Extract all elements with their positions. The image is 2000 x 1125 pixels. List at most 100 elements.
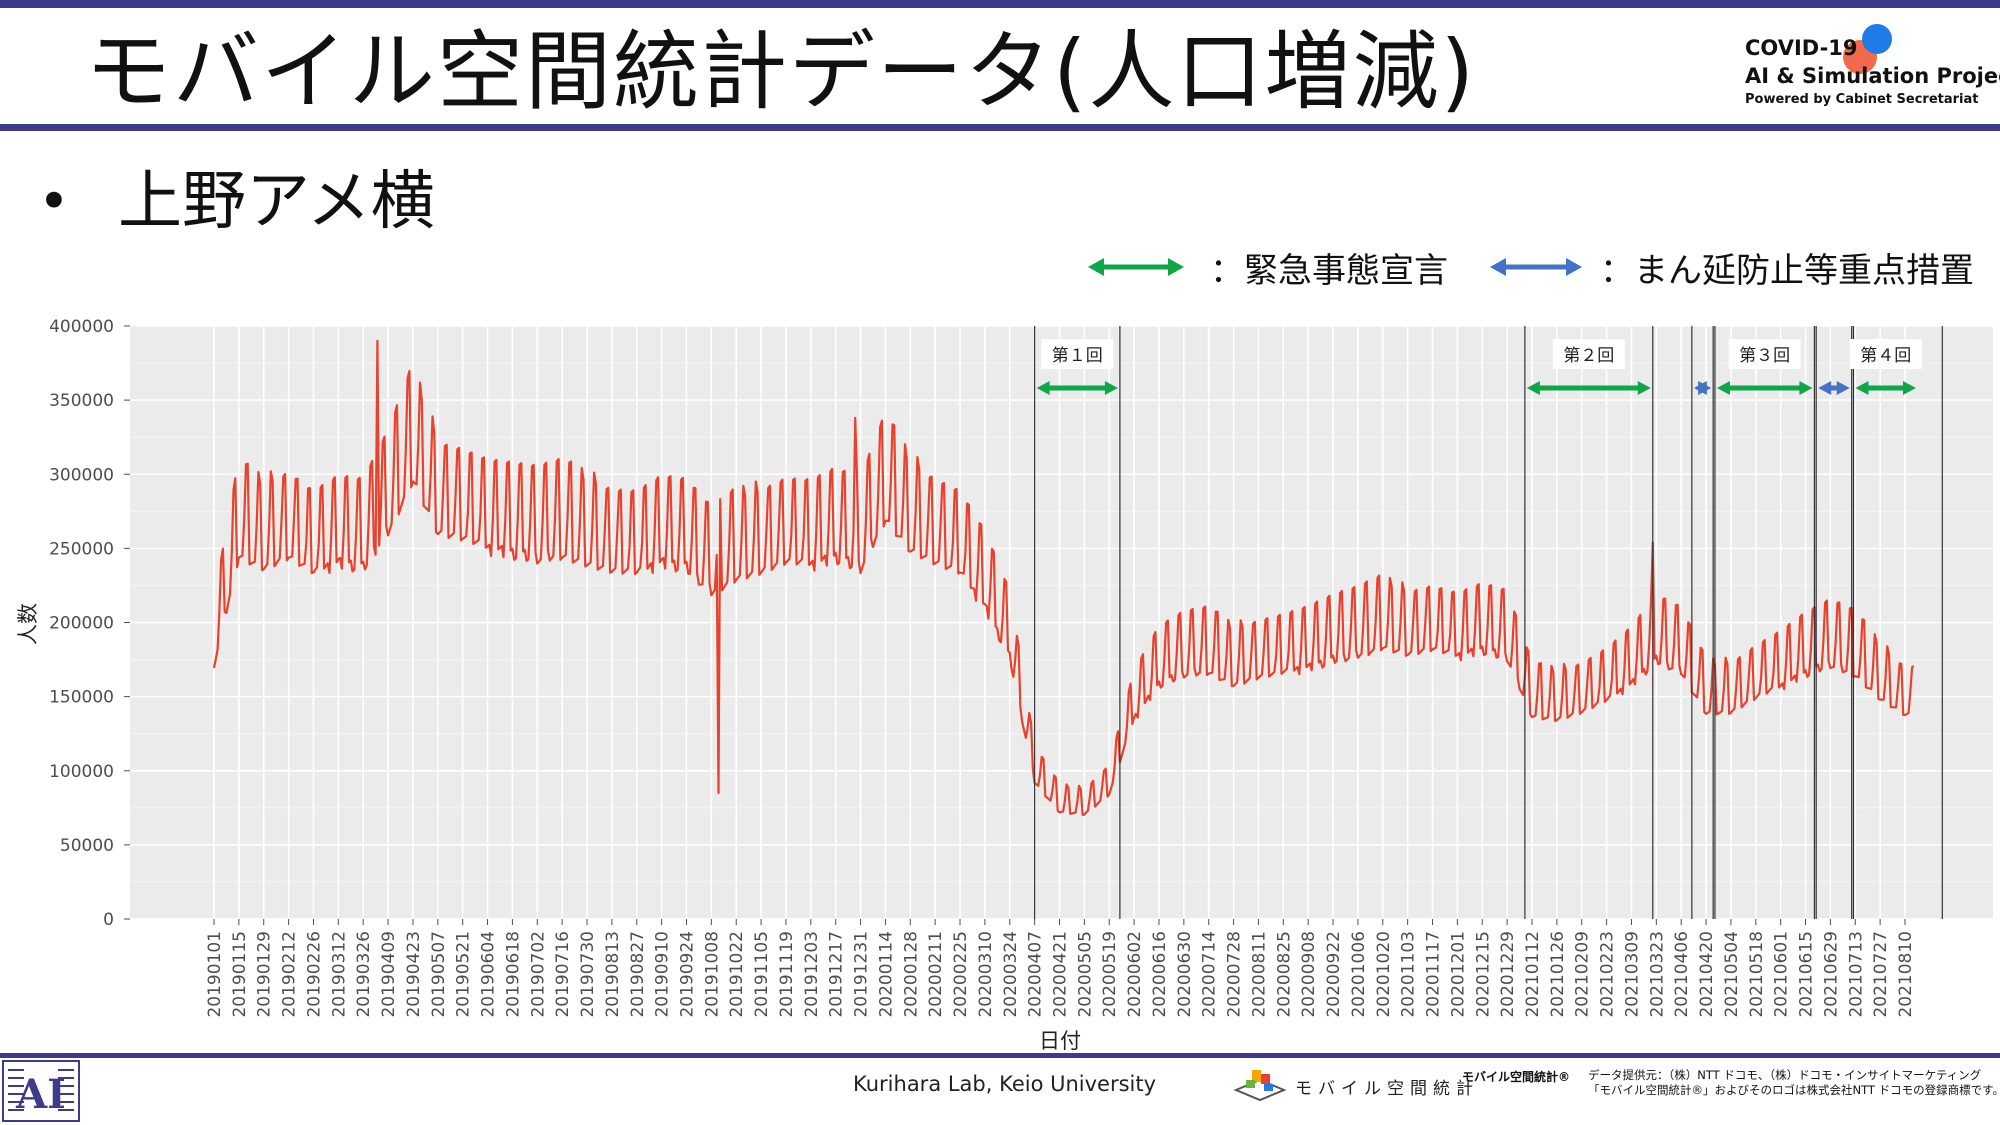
x-tick-label: 20210615 — [1797, 931, 1817, 1018]
period-label: 第２回 — [1563, 346, 1614, 366]
x-tick-label: 20200211 — [926, 931, 946, 1018]
period-arrow-head-left — [1716, 381, 1730, 395]
x-tick-label: 20210504 — [1722, 931, 1742, 1018]
x-tick-label: 20190827 — [628, 931, 648, 1018]
x-tick-label: 20210323 — [1647, 931, 1667, 1018]
mobile-spatial-logo-icon — [1233, 1070, 1287, 1102]
period-arrow-head-right — [1104, 381, 1118, 395]
y-axis-title: 人数 — [16, 603, 40, 645]
x-tick-label: 20200310 — [976, 931, 996, 1018]
lab-logo-icon: AI — [2, 1060, 80, 1122]
period-label-box — [1849, 339, 1922, 369]
y-tick-label: 300000 — [49, 465, 114, 485]
x-tick-label: 20201006 — [1349, 931, 1369, 1018]
y-tick-label: 50000 — [60, 836, 114, 856]
x-tick-label: 20190129 — [255, 931, 275, 1018]
x-tick-label: 20201020 — [1374, 931, 1394, 1018]
x-tick-label: 20200602 — [1125, 931, 1145, 1018]
x-tick-label: 20201117 — [1424, 931, 1444, 1018]
location-subtitle: 上野アメ横 — [118, 165, 435, 239]
population-series-line — [212, 339, 1915, 816]
x-tick-label: 20210209 — [1573, 931, 1593, 1018]
footer-logo-text: モバイル空間統計 — [1295, 1079, 1479, 1099]
x-tick-label: 20200324 — [1001, 931, 1021, 1018]
x-tick-label: 20190716 — [553, 931, 573, 1018]
y-tick-label: 250000 — [49, 539, 114, 559]
x-tick-label: 20190604 — [479, 931, 499, 1018]
x-tick-label: 20200519 — [1100, 931, 1120, 1018]
x-tick-label: 20210629 — [1821, 931, 1841, 1018]
x-tick-label: 20210810 — [1896, 931, 1916, 1018]
period-arrow-head-left — [1855, 381, 1869, 395]
x-tick-label: 20190312 — [329, 931, 349, 1018]
x-tick-label: 20200505 — [1075, 931, 1095, 1018]
x-tick-label: 20191231 — [852, 931, 872, 1018]
x-tick-label: 20210420 — [1697, 931, 1717, 1018]
legend-emergency-label: ：緊急事態宣言 — [1210, 250, 1448, 291]
x-axis-title: 日付 — [1039, 1029, 1081, 1053]
x-tick-label: 20200114 — [876, 931, 896, 1018]
top-rule — [0, 0, 2000, 8]
x-tick-label: 20201201 — [1448, 931, 1468, 1018]
x-tick-label: 20210727 — [1871, 931, 1891, 1018]
legend-emergency: ：緊急事態宣言 — [1088, 243, 1448, 291]
x-tick-label: 20190326 — [354, 931, 374, 1018]
legend-priority: ：まん延防止等重点措置 — [1490, 243, 1974, 291]
period-label: 第３回 — [1739, 346, 1790, 366]
period-label-box — [1728, 339, 1801, 369]
brand-line-1: COVID-19 — [1745, 36, 1858, 60]
footer-credit-line-1: データ提供元：（株）NTT ドコモ、（株）ドコモ・インサイトマーケティング — [1588, 1068, 1982, 1082]
footer-trademark: モバイル空間統計® — [1462, 1070, 1571, 1084]
green-double-arrow-icon — [1088, 258, 1184, 276]
x-tick-label: 20210223 — [1598, 931, 1618, 1018]
y-tick-label: 150000 — [49, 688, 114, 708]
x-tick-label: 20190618 — [503, 931, 523, 1018]
x-tick-label: 20200616 — [1150, 931, 1170, 1018]
x-tick-label: 20190507 — [429, 931, 449, 1018]
x-tick-label: 20200825 — [1274, 931, 1294, 1018]
population-line-chart: 0 50000 100000 150000 200000 250000 300000 3500… — [16, 318, 1993, 1053]
x-tick-label: 20191008 — [702, 931, 722, 1018]
brand-blue-dot-icon — [1862, 24, 1892, 54]
x-tick-label: 20190702 — [528, 931, 548, 1018]
y-tick-label: 400000 — [49, 318, 114, 337]
bullet-marker: • — [38, 170, 70, 233]
period-label: 第１回 — [1052, 346, 1103, 366]
title-rule — [0, 124, 2000, 131]
x-tick-label: 20200908 — [1299, 931, 1319, 1018]
x-tick-label: 20190423 — [404, 931, 424, 1018]
x-tick-label: 20201103 — [1399, 931, 1419, 1018]
period-arrow-head-left — [1526, 381, 1540, 395]
x-tick-label: 20210112 — [1523, 931, 1543, 1018]
x-tick-label: 20200128 — [901, 931, 921, 1018]
x-tick-label: 20191203 — [802, 931, 822, 1018]
footer-credit: データ提供元：（株）NTT ドコモ、（株）ドコモ・インサイトマーケティング 「モ… — [1588, 1068, 2000, 1098]
x-tick-label: 20200922 — [1324, 931, 1344, 1018]
x-tick-label: 20200811 — [1249, 931, 1269, 1018]
x-tick-label: 20191119 — [777, 931, 797, 1018]
x-tick-label: 20200714 — [1200, 931, 1220, 1018]
x-tick-label: 20190521 — [454, 931, 474, 1018]
x-tick-label: 20200630 — [1175, 931, 1195, 1018]
x-tick-label: 20201229 — [1498, 931, 1518, 1018]
svg-text:AI: AI — [15, 1071, 66, 1118]
x-tick-label: 20190409 — [379, 931, 399, 1018]
period-label-box — [1552, 339, 1625, 369]
period-arrow-head-right — [1799, 381, 1813, 395]
x-tick-label: 20210713 — [1846, 931, 1866, 1018]
x-tick-label: 20200225 — [951, 931, 971, 1018]
x-tick-label: 20191217 — [827, 931, 847, 1018]
y-tick-label: 0 — [103, 910, 114, 930]
x-tick-label: 20190910 — [653, 931, 673, 1018]
x-tick-label: 20200421 — [1051, 931, 1071, 1018]
x-tick-label: 20210518 — [1747, 931, 1767, 1018]
x-tick-label: 20210406 — [1672, 931, 1692, 1018]
period-arrow-head-left — [1818, 381, 1832, 395]
y-tick-label: 350000 — [49, 391, 114, 411]
brand-line-2: AI & Simulation Project — [1745, 64, 2000, 88]
legend-priority-label: ：まん延防止等重点措置 — [1600, 250, 1974, 291]
x-tick-label: 20210309 — [1622, 931, 1642, 1018]
x-tick-label: 20191105 — [752, 931, 772, 1018]
x-tick-label: 20201215 — [1473, 931, 1493, 1018]
x-tick-label: 20210601 — [1772, 931, 1792, 1018]
